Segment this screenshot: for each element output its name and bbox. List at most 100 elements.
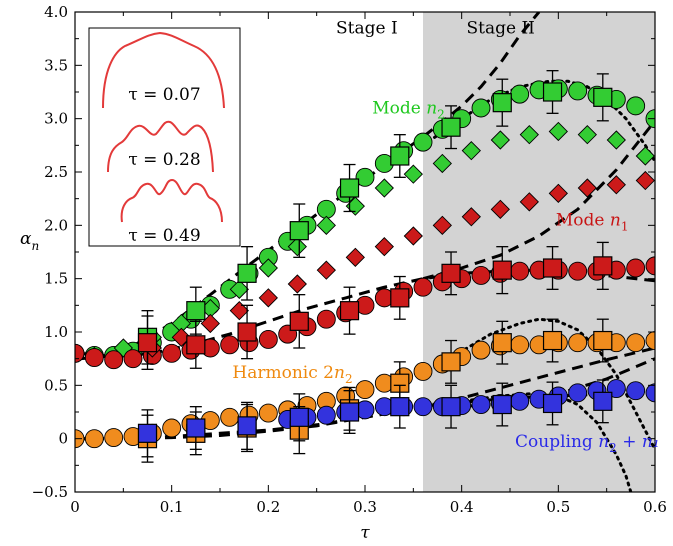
- series-7-square-point: [186, 335, 206, 355]
- series-9-square-point: [390, 397, 410, 417]
- series-3-diamond-point: [316, 260, 336, 280]
- annotation-main: Mode: [372, 98, 426, 118]
- series-0-circle-point: [413, 132, 433, 152]
- series-1-diamond-point: [403, 164, 423, 184]
- series-2-circle-point: [510, 261, 530, 281]
- y-tick-label: 3.5: [44, 56, 68, 74]
- series-7-square-point: [390, 288, 410, 308]
- inset-time-label: τ = 0.49: [128, 226, 200, 246]
- annotation-var: n: [598, 432, 609, 452]
- series-7-square-point: [492, 260, 512, 280]
- series-2-circle-point: [471, 266, 491, 285]
- series-5-circle-point: [510, 391, 530, 411]
- series-2-circle-point: [413, 277, 433, 297]
- series-5-circle-point: [413, 397, 433, 417]
- series-4-circle-point: [471, 340, 491, 360]
- series-0-circle-point: [510, 84, 530, 104]
- series-3-diamond-point: [577, 178, 597, 198]
- series-6-square-point: [339, 178, 360, 198]
- series-1-diamond-point: [606, 130, 626, 150]
- series-6-square-point: [186, 301, 206, 321]
- y-tick-label: 3.0: [44, 110, 68, 128]
- series-annotation-0: Mode n2: [372, 98, 445, 121]
- series-4-circle-point: [258, 403, 278, 423]
- series-1-diamond-point: [258, 258, 278, 278]
- series-9-square-point: [339, 402, 360, 422]
- series-2-circle-point: [162, 343, 182, 363]
- series-1-diamond-point: [461, 141, 481, 161]
- y-tick-label: 2.0: [44, 216, 68, 234]
- series-3-diamond-point: [403, 226, 423, 246]
- annotation-main: Mode: [556, 210, 610, 230]
- series-9-square-point: [289, 407, 309, 427]
- series-6-square-point: [492, 93, 512, 113]
- annotation-sub: 2: [609, 441, 617, 455]
- series-7-square-point: [593, 256, 613, 276]
- stage-one-label: Stage I: [336, 18, 398, 38]
- series-6-square-point: [542, 82, 563, 102]
- series-9-square-point: [237, 416, 257, 436]
- series-4-circle-point: [220, 407, 240, 427]
- annotation-main: Coupling: [515, 432, 598, 452]
- y-tick-label: 0: [58, 430, 68, 448]
- series-3-diamond-point: [229, 301, 249, 321]
- series-0-circle-point: [471, 98, 491, 118]
- y-axis-label-subscript: n: [31, 239, 39, 253]
- annotation-main: Harmonic 2: [232, 363, 334, 383]
- inset-time-label: τ = 0.28: [128, 150, 200, 170]
- x-tick-label: 0.6: [643, 498, 667, 516]
- series-3-diamond-point: [432, 215, 452, 235]
- x-tick-label: 0.1: [160, 498, 184, 516]
- series-1-diamond-point: [229, 279, 249, 299]
- series-0-circle-point: [568, 81, 588, 101]
- x-tick-label: 0.3: [353, 498, 377, 516]
- series-2-circle-point: [104, 350, 124, 370]
- series-annotation-2: Harmonic 2n2: [232, 363, 352, 386]
- series-4-circle-point: [104, 428, 124, 448]
- y-tick-label: 1.5: [44, 270, 68, 288]
- series-7-square-point: [137, 333, 158, 353]
- series-annotation-1: Mode n1: [556, 210, 629, 233]
- series-4-circle-point: [413, 362, 433, 381]
- series-0-circle-point: [626, 96, 646, 116]
- series-8-square-point: [441, 352, 461, 372]
- interface-shape-triple: [120, 178, 223, 223]
- y-tick-label: 4.0: [44, 3, 68, 21]
- annotation-var: n: [426, 98, 437, 118]
- series-9-square-point: [542, 393, 563, 414]
- series-3-diamond-point: [461, 207, 481, 227]
- series-5-circle-point: [471, 395, 491, 414]
- y-tick-label: 1.0: [44, 323, 68, 341]
- annotation-var: n: [334, 363, 345, 383]
- series-7-square-point: [237, 322, 257, 342]
- series-7-square-point: [289, 311, 309, 331]
- series-2-circle-point: [568, 261, 588, 281]
- annotation-sub: 2: [437, 107, 445, 121]
- series-9-square-point: [137, 423, 158, 443]
- series-7-square-point: [441, 263, 461, 283]
- x-tick-label: 0.2: [256, 498, 280, 516]
- series-1-diamond-point: [432, 153, 452, 174]
- y-tick-label: 0.5: [44, 376, 68, 394]
- series-2-circle-point: [123, 349, 143, 369]
- dashed-fit-curve-2: [422, 119, 655, 281]
- series-6-square-point: [237, 263, 257, 283]
- series-3-diamond-point: [287, 274, 307, 294]
- series-4-circle-point: [645, 331, 655, 350]
- stage-two-label: Stage II: [467, 18, 535, 38]
- series-1-diamond-point: [374, 178, 394, 198]
- series-0-circle-point: [316, 199, 336, 219]
- x-axis-label: τ: [360, 523, 370, 543]
- series-3-diamond-point: [200, 313, 220, 334]
- series-1-diamond-point: [519, 125, 539, 145]
- series-9-square-point: [593, 391, 613, 411]
- series-4-circle-point: [162, 418, 182, 438]
- series-3-diamond-point: [606, 175, 626, 195]
- y-tick-label: 2.5: [44, 163, 68, 181]
- series-5-circle-point: [568, 383, 588, 403]
- series-9-square-point: [492, 394, 512, 415]
- series-5-circle-point: [626, 381, 646, 401]
- series-0-circle-point: [355, 167, 375, 187]
- series-1-diamond-point: [577, 125, 597, 145]
